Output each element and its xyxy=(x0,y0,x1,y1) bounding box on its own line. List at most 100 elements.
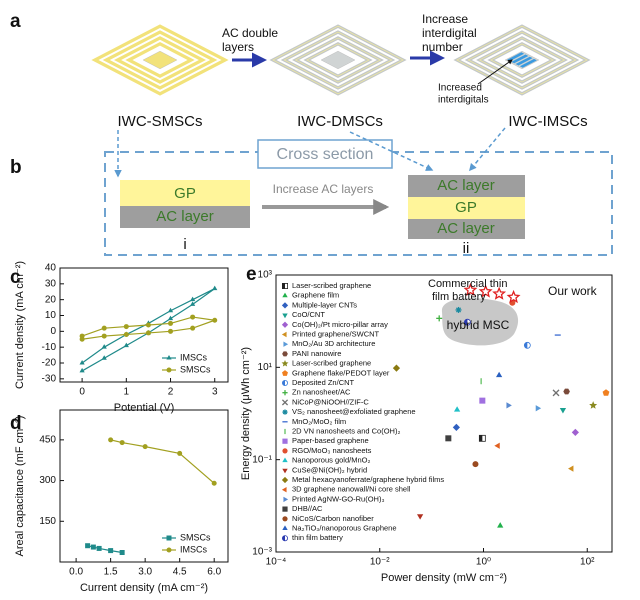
legend-label: NiCoP@NiOOH//ZIF-C xyxy=(292,397,369,406)
marker-shape xyxy=(101,355,107,360)
annotation: Increased xyxy=(438,83,482,94)
data-point xyxy=(101,333,107,339)
annotation: interdigitals xyxy=(438,95,489,106)
marker-shape xyxy=(282,535,285,541)
legend-marker xyxy=(282,516,288,522)
legend-marker xyxy=(166,547,172,553)
marker-shape xyxy=(190,325,196,331)
legend-label: PANI nanowire xyxy=(292,349,341,358)
electrode xyxy=(114,36,206,84)
annotation: hybrid MSC xyxy=(447,318,510,332)
marker-shape xyxy=(79,367,85,373)
data-point xyxy=(123,332,129,337)
marker-shape xyxy=(168,328,174,334)
marker-shape xyxy=(79,360,85,365)
data-point xyxy=(417,514,424,520)
annotation: Commercial thin xyxy=(428,278,507,290)
stack-label: ii xyxy=(463,240,470,257)
y-tick-label: 20 xyxy=(45,294,57,305)
legend-label: 2D VN nanosheets and Co(OH)₂ xyxy=(292,426,400,435)
data-point xyxy=(563,388,570,395)
data-point xyxy=(85,543,91,549)
x-tick-label: 2 xyxy=(168,387,174,398)
marker-stroke xyxy=(282,409,288,415)
data-point xyxy=(478,434,486,442)
legend-marker xyxy=(281,487,287,493)
data-point xyxy=(455,306,462,313)
data-point xyxy=(496,371,503,378)
plot-frame xyxy=(59,267,229,383)
gp-layer xyxy=(408,197,525,219)
y-tick-label: 150 xyxy=(39,516,56,527)
x-tick-label: 6.0 xyxy=(207,567,221,578)
annotation-arrow xyxy=(477,59,513,85)
legend-label: CoO/CNT xyxy=(292,310,325,319)
marker-shape xyxy=(190,314,196,320)
electrode-edge xyxy=(456,25,588,95)
y-tick-label: 10⁻³ xyxy=(252,547,272,558)
marker-shape xyxy=(559,408,567,414)
marker-shape xyxy=(119,550,125,555)
arrow-label: layers xyxy=(222,40,254,54)
device-drawings xyxy=(91,24,591,96)
electrode xyxy=(125,41,195,79)
arrow xyxy=(469,127,506,172)
marker-shape xyxy=(212,317,218,323)
marker-shape xyxy=(166,355,172,360)
legend-label: 3D graphene nanowall/Ni core shell xyxy=(292,485,411,494)
legend-marker xyxy=(282,525,288,531)
marker-stroke xyxy=(455,307,462,313)
marker-shape xyxy=(282,351,288,357)
data-point xyxy=(108,548,114,554)
data-point xyxy=(79,360,85,365)
marker-shape xyxy=(281,331,287,338)
legend-marker xyxy=(282,535,288,542)
data-point xyxy=(119,550,125,555)
data-point xyxy=(211,480,217,486)
y-tick-label: -10 xyxy=(42,342,57,353)
data-point xyxy=(123,324,129,330)
legend-marker xyxy=(283,496,289,503)
marker-shape xyxy=(478,284,493,298)
legend-label: Paper-based graphene xyxy=(292,436,369,445)
marker-shape xyxy=(282,506,288,512)
plot-frame xyxy=(59,409,229,563)
marker-shape xyxy=(464,319,468,326)
legend-marker xyxy=(166,355,172,360)
marker-shape xyxy=(96,545,102,551)
data-point xyxy=(535,405,542,412)
x-axis-label: Current density (mA cm⁻²) xyxy=(80,582,208,594)
x-tick-label: 0 xyxy=(79,387,85,398)
x-tick-label: 10⁰ xyxy=(476,557,491,568)
legend-marker xyxy=(281,331,287,338)
y-axis-label: Energy density (μWh cm⁻²) xyxy=(240,347,252,480)
annotation: film battery xyxy=(432,291,486,303)
legend-label: Zn nanosheet/AC xyxy=(292,388,351,397)
plot-frame xyxy=(275,274,613,553)
marker-shape xyxy=(79,333,85,339)
marker-shape xyxy=(281,487,287,493)
legend-marker xyxy=(282,468,288,474)
data-point xyxy=(145,330,151,336)
title-box xyxy=(257,139,393,169)
x-tick-label: 0.0 xyxy=(69,567,83,578)
legend-label: IMSCs xyxy=(180,352,208,362)
marker-shape xyxy=(282,516,288,522)
data-point xyxy=(212,317,218,323)
arrow-label: Increase xyxy=(422,12,468,26)
marker-shape xyxy=(524,342,528,349)
marker-shape xyxy=(101,333,107,339)
marker-shape xyxy=(282,438,288,444)
device-label: IWC-DMSCs xyxy=(297,113,383,130)
legend-marker xyxy=(282,351,288,357)
panel-label: c xyxy=(10,267,21,288)
center-pad xyxy=(504,50,540,70)
marker-shape xyxy=(497,522,504,528)
layer-label: AC layer xyxy=(156,208,214,225)
y-axis-label: Current density (mA cm⁻²) xyxy=(14,261,26,389)
arrow-label: Increase AC layers xyxy=(273,182,374,196)
marker-shape xyxy=(494,442,500,449)
electrode-edge xyxy=(306,43,370,77)
marker-shape xyxy=(145,330,151,336)
data-point xyxy=(436,315,443,322)
